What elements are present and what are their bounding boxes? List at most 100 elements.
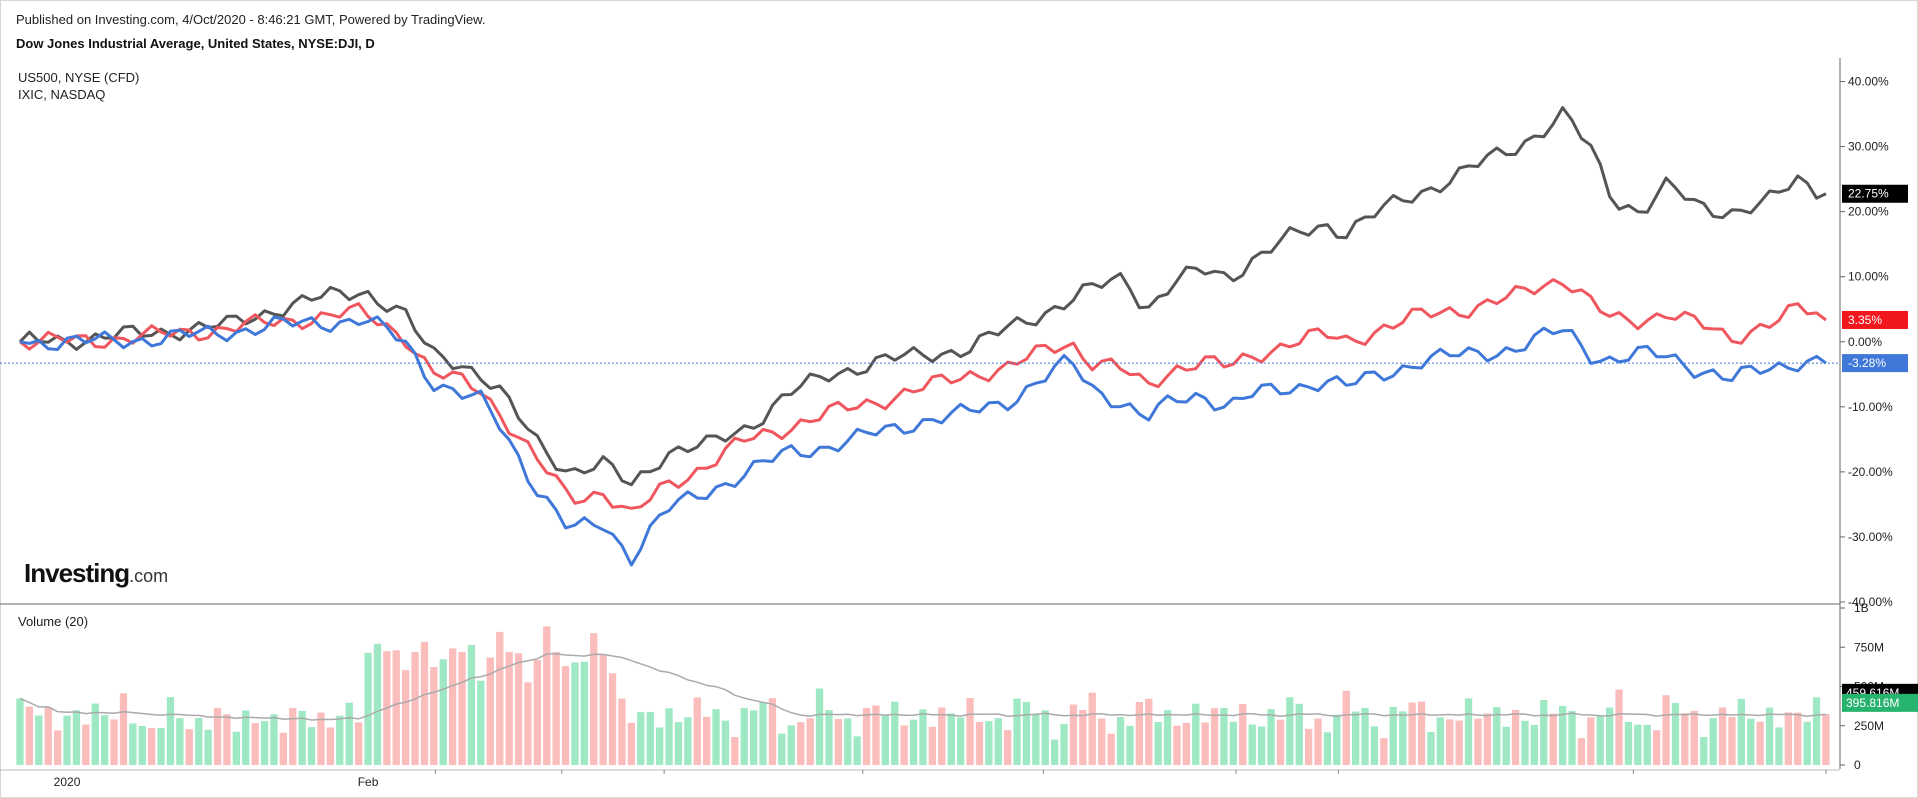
volume-bar — [411, 652, 419, 765]
volume-bar — [797, 722, 805, 765]
volume-bar — [148, 728, 156, 765]
volume-bar — [768, 698, 777, 765]
volume-bar — [543, 626, 551, 765]
volume-bar — [1305, 728, 1313, 765]
volume-bar — [1258, 726, 1266, 765]
chart-title: Dow Jones Industrial Average, United Sta… — [16, 36, 375, 51]
volume-bar — [1389, 706, 1397, 765]
volume-bar — [1812, 697, 1821, 765]
x-tick-label: 2020 — [54, 775, 81, 789]
volume-bar — [1051, 739, 1059, 765]
volume-bar — [881, 714, 889, 765]
logo-main: Investing — [24, 558, 130, 588]
volume-bar — [176, 718, 184, 765]
volume-bar — [232, 731, 240, 765]
volume-bar — [1765, 707, 1774, 765]
series-line-us500[interactable] — [19, 278, 1827, 510]
volume-bar — [1775, 727, 1783, 765]
volume-bar — [608, 673, 617, 765]
ixic-last-badge: 22.75% — [1848, 187, 1889, 201]
volume-bar — [1653, 730, 1661, 765]
volume-bar — [1229, 721, 1237, 765]
volume-bar — [298, 710, 306, 765]
volume-bar — [994, 718, 1002, 765]
volume-bar — [270, 714, 278, 765]
volume-bar — [1464, 698, 1473, 765]
volume-bar — [1559, 705, 1567, 765]
vol-last-badge-bg — [1842, 693, 1918, 712]
us500-last-badge-bg — [1842, 310, 1908, 329]
volume-bar — [985, 721, 993, 765]
volume-bar — [1182, 722, 1190, 765]
volume-bar — [44, 707, 52, 765]
volume-bar — [1690, 710, 1698, 765]
vol-y-tick-label: 750M — [1854, 640, 1884, 654]
volume-bar — [703, 716, 711, 765]
volume-bar — [279, 732, 287, 765]
volume-bar — [35, 715, 43, 765]
dji-last-badge: -3.28% — [1848, 356, 1886, 370]
volume-bar — [185, 729, 193, 765]
vol-last-badge: 395.816M — [1846, 696, 1899, 710]
us500-last-badge: 3.35% — [1848, 313, 1882, 327]
volume-bar — [872, 705, 880, 765]
volume-bar — [1098, 718, 1106, 765]
volume-bar — [1032, 713, 1040, 765]
volume-bar — [1784, 712, 1792, 765]
volume-bar — [392, 650, 400, 765]
volume-bar — [1587, 717, 1595, 765]
volume-bar — [54, 730, 62, 765]
volume-bar — [1662, 695, 1670, 765]
volume-bar — [1286, 697, 1294, 765]
volume-bar — [1201, 722, 1209, 765]
volume-bar — [467, 644, 476, 765]
volume-bar — [1069, 704, 1078, 765]
volume-bar — [213, 708, 222, 765]
volume-bar — [430, 667, 438, 765]
volume-bar — [1446, 719, 1454, 765]
volume-bar — [1427, 732, 1435, 765]
volume-bar — [693, 697, 701, 765]
volume-bar — [524, 682, 532, 765]
volume-bar — [242, 710, 250, 765]
y-tick-label: 40.00% — [1848, 75, 1889, 89]
volume-bar — [1154, 722, 1162, 765]
volume-bar — [862, 708, 871, 765]
y-tick-label: -10.00% — [1848, 400, 1893, 414]
volume-bar — [637, 712, 645, 765]
volume-bar — [439, 659, 447, 765]
volume-bar — [166, 697, 175, 765]
volume-bar — [355, 722, 363, 765]
volume-bar — [1803, 721, 1811, 765]
volume-bar — [1634, 724, 1642, 765]
volume-bar — [195, 718, 203, 765]
volume-bar — [1436, 717, 1444, 765]
volume-bar — [402, 670, 410, 765]
vol-y-tick-label: 250M — [1854, 719, 1884, 733]
volume-bar — [1493, 707, 1501, 765]
volume-bar — [345, 702, 353, 765]
volume-bar — [1549, 713, 1557, 765]
volume-bar — [1116, 717, 1125, 765]
volume-bar — [1126, 725, 1134, 765]
volume-bar — [1568, 711, 1576, 765]
volume-bar — [1173, 725, 1181, 765]
volume-bar — [1700, 737, 1708, 765]
volume-bar — [1370, 726, 1379, 765]
volume-bar — [420, 641, 429, 765]
volume-bar — [731, 737, 739, 765]
volume-bar — [1521, 720, 1529, 765]
volume-bar — [750, 710, 758, 765]
series-line-ixic[interactable] — [18, 106, 1827, 487]
volume-bar — [778, 733, 786, 765]
volume-bar — [1163, 710, 1172, 765]
volume-bar — [1004, 730, 1012, 765]
volume-bar — [496, 631, 504, 765]
volume-bar — [1718, 707, 1727, 765]
series-line-dji[interactable] — [19, 315, 1827, 567]
ixic-last-badge-bg — [1842, 184, 1908, 203]
volume-bar — [909, 719, 918, 765]
volume-bar — [1333, 714, 1341, 765]
volume-bar — [1060, 723, 1068, 765]
